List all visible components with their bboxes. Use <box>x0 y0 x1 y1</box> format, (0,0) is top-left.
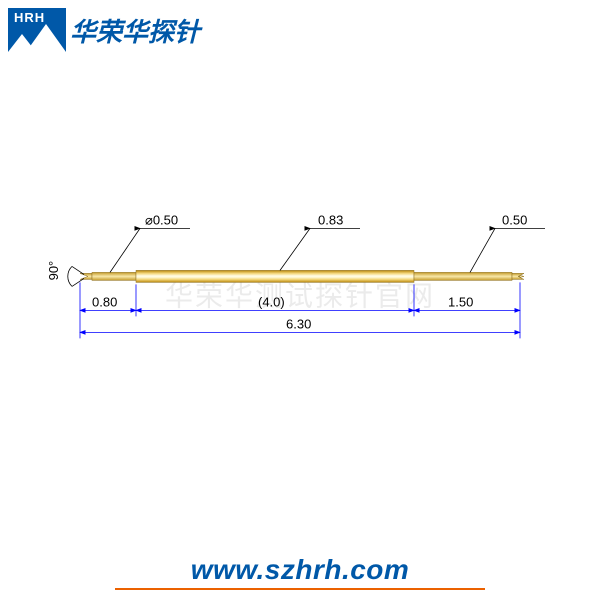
right-tip-len: 1.50 <box>448 294 473 309</box>
probe-left-tip <box>80 272 136 280</box>
tip-dia-right: 0.50 <box>502 212 527 227</box>
probe-right-tip <box>414 272 524 280</box>
tip-dia-left: 0.50 <box>153 212 178 227</box>
probe-body <box>136 270 414 282</box>
technical-drawing: 90° ⌀0.50 0.83 0.50 <box>40 188 560 368</box>
total-len: 6.30 <box>286 316 311 331</box>
website-url: www.szhrh.com <box>0 554 600 586</box>
body-dia: 0.83 <box>318 212 343 227</box>
svg-text:⌀0.50: ⌀0.50 <box>145 212 178 227</box>
dim-row-1: 0.80 (4.0) 1.50 <box>80 294 520 310</box>
dia-leader-body: 0.83 <box>280 212 360 270</box>
angle-callout: 90° <box>46 261 84 287</box>
url-underline <box>115 588 485 590</box>
logo-abbrev: HRH <box>14 10 45 25</box>
logo-mark: HRH <box>8 8 66 52</box>
left-tip-len: 0.80 <box>92 294 117 309</box>
angle-label: 90° <box>46 261 61 281</box>
logo: HRH 华荣华探针 <box>8 8 200 52</box>
dia-leader-right: 0.50 <box>470 212 545 272</box>
stroke-len: (4.0) <box>258 294 285 309</box>
logo-script: 华荣华探针 <box>70 12 200 49</box>
dia-leader-left: ⌀0.50 <box>110 212 190 272</box>
dim-row-2: 6.30 <box>80 316 520 332</box>
